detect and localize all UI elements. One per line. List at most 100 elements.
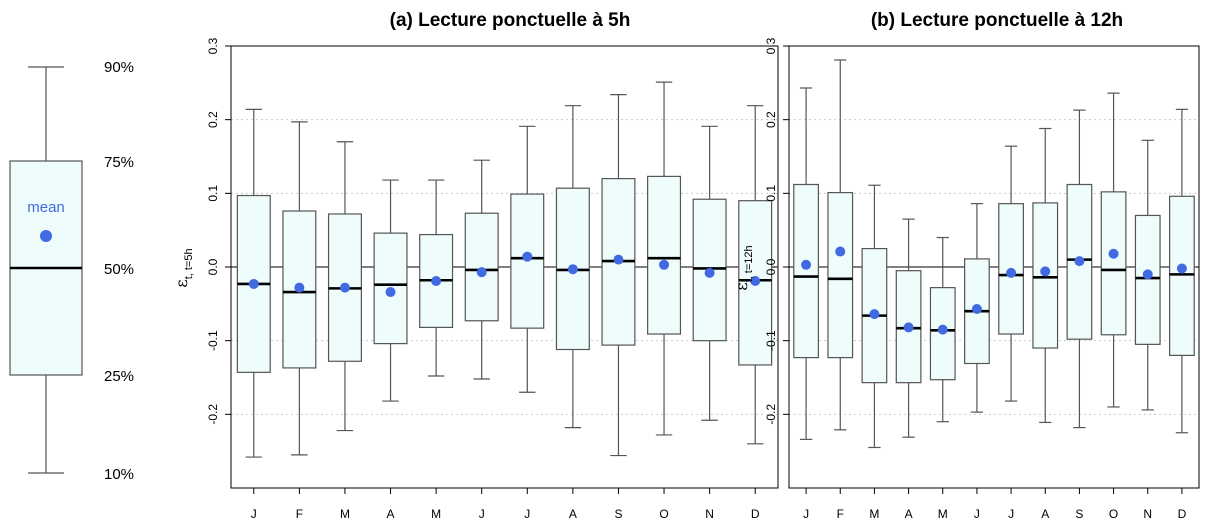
- x-tick-label: F: [296, 507, 303, 521]
- y-tick-label: 0.1: [764, 185, 778, 202]
- box-6: [964, 203, 990, 413]
- x-tick-label: O: [659, 507, 668, 521]
- mean-dot: [971, 303, 982, 314]
- box-4: [895, 218, 922, 438]
- x-tick-label: J: [524, 507, 530, 521]
- legend-label-75: 75%: [104, 154, 134, 171]
- box-8: [555, 105, 590, 429]
- box-11: [1134, 139, 1161, 411]
- y-tick-label: 0.0: [206, 258, 220, 275]
- x-tick-label: A: [1041, 507, 1049, 521]
- box-9: [1066, 109, 1093, 429]
- box-1: [236, 108, 271, 458]
- y-tick-label: -0.1: [764, 330, 778, 351]
- x-tick-label: M: [340, 507, 350, 521]
- x-tick-label: F: [837, 507, 844, 521]
- x-tick-label: M: [431, 507, 441, 521]
- mean-dot: [1006, 267, 1017, 278]
- mean-dot: [1176, 263, 1187, 274]
- chart-title: (a) Lecture ponctuelle à 5h: [390, 10, 631, 31]
- panel-a: (a) Lecture ponctuelle à 5h -0.2 -0.1 0.0 0.…: [172, 10, 779, 521]
- box-6: [464, 159, 499, 380]
- x-tick-label: O: [1109, 507, 1118, 521]
- y-tick-label: 0.1: [206, 185, 220, 202]
- mean-dot: [801, 259, 812, 270]
- chart-title: (b) Lecture ponctuelle à 12h: [871, 10, 1123, 31]
- box-iqr: [827, 191, 854, 359]
- box-iqr: [464, 212, 499, 322]
- x-tick-label: M: [869, 507, 879, 521]
- box-9: [601, 94, 636, 457]
- x-tick-label: A: [905, 507, 913, 521]
- y-axis-label: εt, t=12h: [732, 245, 755, 290]
- mean-dot: [431, 275, 442, 286]
- mean-dot: [750, 275, 761, 286]
- x-tick-label: J: [251, 507, 257, 521]
- box-2: [827, 59, 854, 431]
- y-tick-label: 0.0: [764, 258, 778, 275]
- mean-dot: [903, 322, 914, 333]
- x-tick-label: M: [938, 507, 948, 521]
- mean-dot: [1142, 269, 1153, 280]
- box-iqr: [1100, 191, 1127, 336]
- box-iqr: [647, 175, 682, 335]
- y-axis-label-symbol: ε: [172, 279, 191, 287]
- box-3: [327, 141, 362, 432]
- mean-dot: [704, 267, 715, 278]
- box-7: [510, 125, 545, 393]
- y-tick-label: 0.3: [206, 37, 220, 54]
- y-tick-label: -0.2: [764, 404, 778, 425]
- box-11: [692, 125, 727, 421]
- mean-dot: [1074, 256, 1085, 267]
- x-tick-label: N: [705, 507, 714, 521]
- y-tick-label: -0.2: [206, 404, 220, 425]
- mean-dot: [835, 246, 846, 257]
- legend-label-25: 25%: [104, 368, 134, 385]
- box-4: [373, 179, 408, 402]
- y-axis-label-subscript: t, t=5h: [183, 248, 195, 279]
- x-tick-label: D: [1178, 507, 1187, 521]
- x-tick-label: A: [387, 507, 395, 521]
- y-axis-label-subscript: t, t=12h: [743, 245, 755, 282]
- box-10: [1100, 92, 1127, 408]
- x-tick-label: S: [1075, 507, 1083, 521]
- box-iqr: [793, 183, 819, 359]
- mean-dot: [339, 282, 350, 293]
- mean-dot: [869, 309, 880, 320]
- x-tick-label: J: [803, 507, 809, 521]
- box-iqr: [1134, 214, 1161, 345]
- legend: mean 90% 75% 50% 25% 10%: [9, 59, 134, 483]
- box-8: [1032, 127, 1059, 424]
- box-12: [1169, 108, 1195, 434]
- x-tick-label: D: [751, 507, 760, 521]
- x-tick-label: A: [569, 507, 577, 521]
- x-tick-label: J: [974, 507, 980, 521]
- y-tick-label: 0.3: [764, 37, 778, 54]
- y-axis-label-symbol: ε: [732, 282, 751, 290]
- box-5: [929, 236, 956, 423]
- y-axis-label: εt, t=5h: [172, 248, 195, 287]
- mean-dot: [1040, 266, 1051, 277]
- y-tick-label: -0.1: [206, 330, 220, 351]
- box-3: [861, 184, 888, 449]
- panel-b: (b) Lecture ponctuelle à 12h -0.2 -0.1 0.0 0…: [732, 10, 1200, 521]
- x-tick-label: N: [1143, 507, 1152, 521]
- y-tick-label: 0.2: [206, 111, 220, 128]
- legend-label-50: 50%: [104, 261, 134, 278]
- box-5: [419, 179, 454, 377]
- box-1: [793, 87, 819, 440]
- x-tick-label: S: [614, 507, 622, 521]
- mean-dot: [937, 324, 948, 335]
- x-tick-label: J: [1008, 507, 1014, 521]
- box-12: [738, 105, 773, 445]
- mean-dot: [613, 254, 624, 265]
- legend-mean-dot: [40, 230, 52, 242]
- y-tick-label: 0.2: [764, 111, 778, 128]
- mean-dot: [294, 282, 305, 293]
- box-2: [282, 121, 317, 456]
- mean-dot: [476, 267, 487, 278]
- box-iqr: [1169, 195, 1195, 356]
- mean-dot: [659, 259, 670, 270]
- mean-dot: [567, 264, 578, 275]
